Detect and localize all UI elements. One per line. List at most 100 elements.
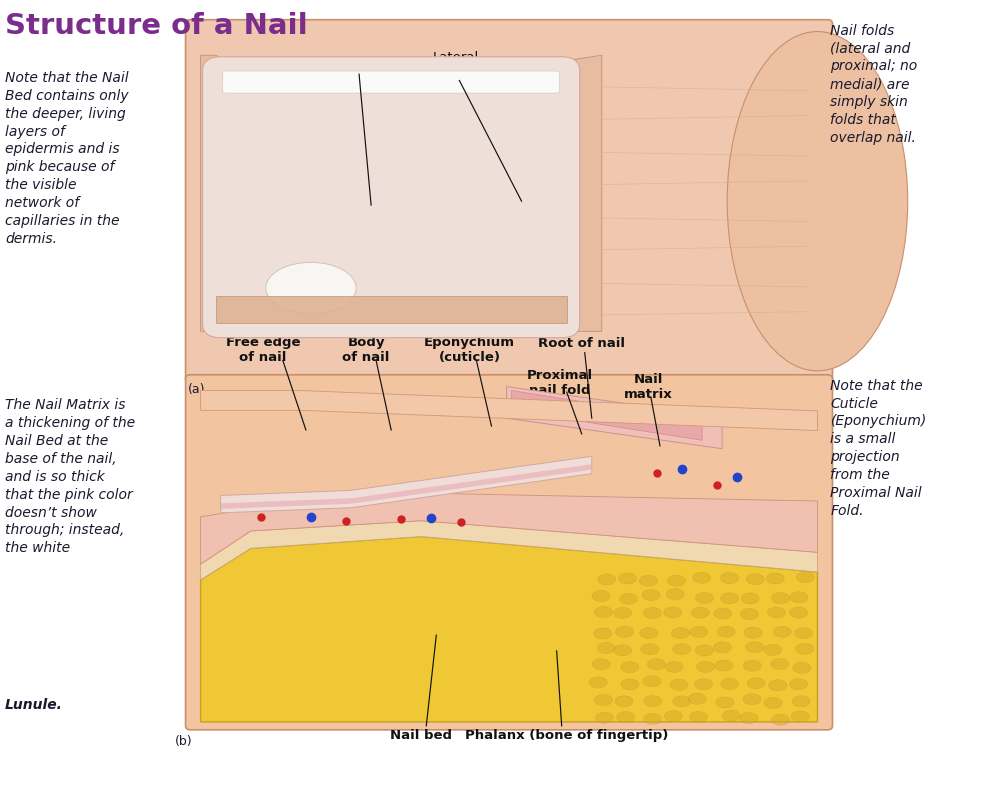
Ellipse shape (798, 608, 816, 619)
FancyBboxPatch shape (185, 375, 832, 730)
Ellipse shape (712, 623, 730, 634)
Ellipse shape (791, 675, 809, 686)
Ellipse shape (743, 572, 762, 583)
Polygon shape (200, 537, 817, 722)
Ellipse shape (795, 711, 813, 722)
Ellipse shape (687, 591, 705, 602)
Polygon shape (215, 296, 566, 323)
Ellipse shape (771, 659, 789, 670)
Text: Nail bed: Nail bed (390, 729, 452, 742)
Polygon shape (220, 464, 591, 509)
Ellipse shape (695, 697, 713, 708)
Ellipse shape (590, 694, 608, 705)
FancyBboxPatch shape (222, 71, 559, 93)
Ellipse shape (791, 642, 809, 653)
Ellipse shape (769, 575, 787, 586)
Ellipse shape (665, 607, 683, 618)
Ellipse shape (638, 593, 656, 604)
Ellipse shape (616, 606, 634, 617)
Ellipse shape (620, 714, 638, 725)
Text: (b): (b) (174, 735, 192, 748)
Ellipse shape (266, 262, 356, 313)
Text: Note that the
Cuticle
(Eponychium)
is a small
projection
from the
Proximal Nail
: Note that the Cuticle (Eponychium) is a … (830, 379, 926, 518)
Ellipse shape (766, 645, 784, 656)
Ellipse shape (690, 573, 708, 584)
Ellipse shape (616, 574, 634, 585)
Ellipse shape (665, 589, 683, 600)
Polygon shape (200, 493, 817, 564)
Ellipse shape (642, 696, 660, 707)
Ellipse shape (789, 573, 807, 584)
Text: Proximal
nail fold: Proximal nail fold (526, 368, 592, 397)
Text: Eponychium
(cuticle): Eponychium (cuticle) (424, 335, 514, 364)
Ellipse shape (643, 572, 661, 583)
Ellipse shape (619, 677, 637, 688)
Ellipse shape (614, 693, 632, 704)
Text: Structure of a Nail: Structure of a Nail (5, 12, 308, 39)
Text: Note that the Nail
Bed contains only
the deeper, living
layers of
epidermis and : Note that the Nail Bed contains only the… (5, 71, 128, 245)
FancyBboxPatch shape (185, 20, 832, 383)
Ellipse shape (646, 662, 664, 673)
Ellipse shape (721, 589, 739, 600)
Ellipse shape (593, 712, 611, 723)
Ellipse shape (671, 571, 689, 582)
Text: Free edge
of nail: Free edge of nail (225, 335, 300, 364)
Ellipse shape (788, 697, 806, 709)
Ellipse shape (696, 712, 714, 723)
Ellipse shape (696, 641, 714, 652)
Ellipse shape (738, 641, 757, 653)
Ellipse shape (794, 624, 812, 635)
Ellipse shape (726, 32, 907, 371)
Ellipse shape (715, 712, 733, 723)
Ellipse shape (742, 679, 761, 690)
Polygon shape (511, 391, 701, 440)
Ellipse shape (666, 626, 684, 637)
Ellipse shape (671, 680, 689, 691)
Ellipse shape (712, 697, 730, 708)
Polygon shape (549, 55, 601, 331)
Ellipse shape (788, 590, 806, 601)
Ellipse shape (592, 677, 610, 688)
Ellipse shape (641, 608, 659, 619)
Text: Body
of nail: Body of nail (342, 335, 390, 364)
Ellipse shape (669, 712, 687, 723)
Text: Lunule.: Lunule. (5, 698, 63, 712)
Ellipse shape (590, 572, 608, 583)
Ellipse shape (663, 659, 681, 670)
Ellipse shape (690, 678, 708, 689)
Ellipse shape (771, 714, 789, 725)
Ellipse shape (646, 645, 664, 656)
Text: Nail folds
(lateral and
proximal; no
medial) are
simply skin
folds that
overlap : Nail folds (lateral and proximal; no med… (830, 24, 917, 144)
Text: Nail
matrix: Nail matrix (623, 372, 671, 401)
Ellipse shape (590, 641, 608, 653)
Ellipse shape (587, 609, 605, 620)
Ellipse shape (765, 627, 783, 638)
Ellipse shape (638, 712, 656, 723)
Ellipse shape (721, 658, 739, 669)
Polygon shape (506, 387, 721, 449)
Ellipse shape (690, 663, 708, 674)
Text: Phalanx (bone of fingertip): Phalanx (bone of fingertip) (465, 729, 667, 742)
Text: The Nail Matrix is
a thickening of the
Nail Bed at the
base of the nail,
and is : The Nail Matrix is a thickening of the N… (5, 398, 135, 555)
Ellipse shape (739, 591, 758, 602)
Ellipse shape (594, 623, 612, 634)
Polygon shape (200, 391, 817, 431)
Ellipse shape (668, 696, 686, 707)
Polygon shape (200, 521, 817, 580)
Ellipse shape (771, 607, 789, 618)
Ellipse shape (766, 593, 784, 604)
Ellipse shape (768, 693, 786, 704)
Ellipse shape (689, 624, 707, 635)
Ellipse shape (643, 678, 661, 689)
Ellipse shape (713, 680, 731, 691)
Ellipse shape (790, 662, 808, 673)
Ellipse shape (643, 625, 661, 636)
Text: Lateral
nail fold: Lateral nail fold (429, 50, 483, 79)
Text: (a): (a) (187, 383, 204, 395)
Text: Lunule: Lunule (334, 58, 378, 71)
Ellipse shape (689, 607, 707, 618)
Ellipse shape (613, 624, 631, 635)
Ellipse shape (745, 625, 764, 636)
Ellipse shape (716, 642, 734, 653)
Ellipse shape (745, 712, 764, 724)
